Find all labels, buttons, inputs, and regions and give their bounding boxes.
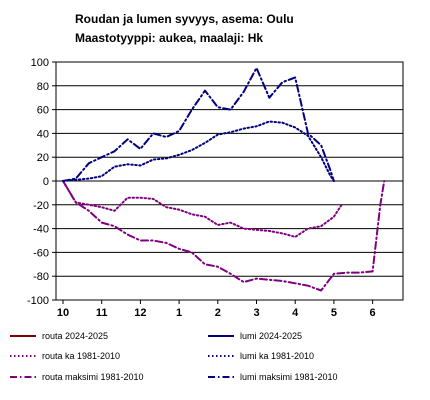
x-tick-label: 3	[253, 307, 259, 319]
x-tick-label: 4	[292, 307, 299, 319]
y-tick-label: -100	[27, 295, 49, 307]
chart-subtitle: Maastotyyppi: aukea, maalaji: Hk	[75, 31, 263, 45]
y-tick-label: 80	[37, 81, 49, 93]
legend-label-4: routa maksimi 1981-2010	[42, 372, 144, 382]
series-line-3	[62, 120, 335, 182]
y-tick-label: 20	[37, 152, 49, 164]
chart-title: Roudan ja lumen syvyys, asema: Oulu	[75, 12, 294, 26]
legend: routa 2024-2025 lumi 2024-2025 routa ka 19…	[10, 331, 338, 382]
y-tick-label: -20	[33, 200, 49, 212]
y-tick-label: 100	[31, 57, 49, 69]
legend-label-0: routa 2024-2025	[42, 331, 108, 341]
series-line-5	[62, 67, 335, 182]
legend-label-5: lumi maksimi 1981-2010	[240, 372, 338, 382]
y-tick-label: 60	[37, 105, 49, 117]
x-tick-label: 1	[176, 307, 182, 319]
x-tick-label: 5	[331, 307, 337, 319]
x-tick-label: 12	[134, 307, 146, 319]
y-tick-label: -80	[33, 271, 49, 283]
x-tick-label: 10	[57, 307, 69, 319]
x-tick-label: 2	[215, 307, 221, 319]
legend-label-1: lumi 2024-2025	[240, 331, 302, 341]
x-tick-label: 6	[370, 307, 376, 319]
y-tick-label: -40	[33, 224, 49, 236]
series-line-4	[62, 180, 386, 292]
legend-label-3: lumi ka 1981-2010	[240, 351, 314, 361]
x-tick-label: 11	[96, 307, 108, 319]
series-group	[62, 67, 386, 292]
y-tick-label: 40	[37, 128, 49, 140]
y-tick-label: 0	[43, 176, 49, 188]
y-tick-label: -60	[33, 247, 49, 259]
series-line-2	[62, 180, 343, 238]
legend-label-2: routa ka 1981-2010	[42, 351, 120, 361]
